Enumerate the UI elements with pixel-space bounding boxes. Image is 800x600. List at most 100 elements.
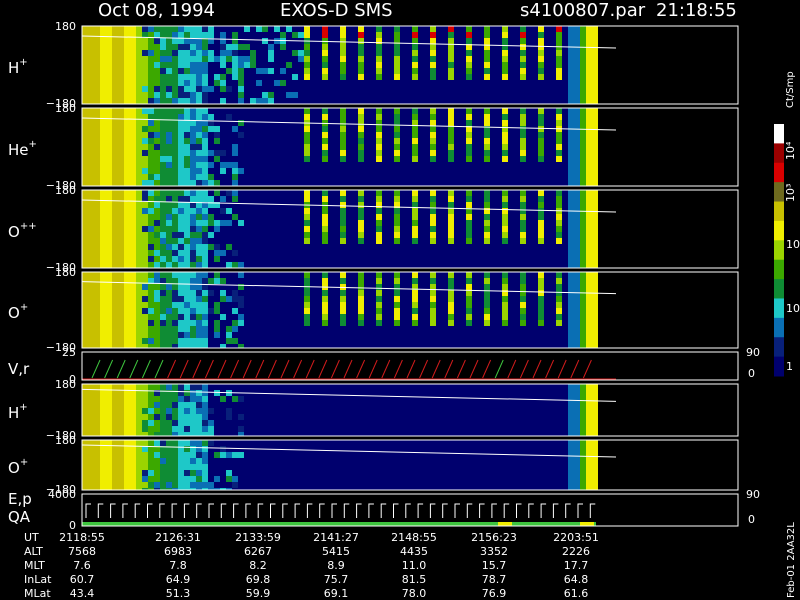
spectrogram-cell xyxy=(310,296,316,302)
spectrogram-cell xyxy=(304,256,310,262)
spectrogram-cell xyxy=(118,290,124,296)
spectrogram-cell xyxy=(106,126,112,132)
spectrogram-cell xyxy=(442,162,448,168)
spectrogram-cell xyxy=(346,326,352,332)
spectrogram-cell xyxy=(484,202,490,208)
spectrogram-cell xyxy=(256,86,262,92)
spectrogram-cell xyxy=(166,220,172,226)
spectrogram-cell xyxy=(394,332,400,338)
spectrogram-cell xyxy=(508,50,514,56)
spectrogram-cell xyxy=(106,62,112,68)
spectrogram-cell xyxy=(430,162,436,168)
spectrogram-cell xyxy=(100,344,106,348)
spectrogram-cell xyxy=(226,320,232,326)
spectrogram-cell xyxy=(538,32,544,38)
spectrogram-cell xyxy=(436,126,442,132)
spectrogram-cell xyxy=(244,108,250,114)
spectrogram-cell xyxy=(550,168,556,174)
spectrogram-cell xyxy=(568,50,574,56)
spectrogram-cell xyxy=(574,138,580,144)
spectrogram-cell xyxy=(538,238,544,244)
spectrogram-cell xyxy=(214,256,220,262)
spectrogram-cell xyxy=(454,56,460,62)
spectrogram-cell xyxy=(148,238,154,244)
spectrogram-cell xyxy=(496,226,502,232)
spectrogram-cell xyxy=(448,168,454,174)
spectrogram-cell xyxy=(508,278,514,284)
spectrogram-cell xyxy=(358,284,364,290)
spectrogram-cell xyxy=(382,174,388,180)
spectrogram-cell xyxy=(526,26,532,32)
spectrogram-cell xyxy=(316,226,322,232)
spectrogram-cell xyxy=(346,156,352,162)
spectrogram-cell xyxy=(190,290,196,296)
spectrogram-cell xyxy=(172,244,178,250)
spectrogram-cell xyxy=(178,108,184,114)
spectrogram-cell xyxy=(532,250,538,256)
spectrogram-cell xyxy=(178,62,184,68)
spectrogram-cell xyxy=(118,138,124,144)
spectrogram-cell xyxy=(442,296,448,302)
spectrogram-cell xyxy=(436,314,442,320)
spectrogram-cell xyxy=(244,174,250,180)
spectrogram-cell xyxy=(172,120,178,126)
spectrogram-cell xyxy=(160,114,166,120)
spectrogram-cell xyxy=(382,220,388,226)
spectrogram-cell xyxy=(526,256,532,262)
spectrogram-cell xyxy=(166,32,172,38)
spectrogram-cell xyxy=(214,284,220,290)
spectrogram-cell xyxy=(382,132,388,138)
spectrogram-cell xyxy=(292,214,298,220)
spectrogram-cell xyxy=(328,86,334,92)
spectrogram-cell xyxy=(388,250,394,256)
spectrogram-cell xyxy=(502,232,508,238)
spectrogram-cell xyxy=(190,256,196,262)
spectrogram-cell xyxy=(352,344,358,348)
velocity-sawtooth xyxy=(519,359,529,379)
spectrogram-cell xyxy=(472,44,478,50)
spectrogram-cell xyxy=(556,284,562,290)
spectrogram-cell xyxy=(202,396,208,402)
spectrogram-cell xyxy=(274,384,280,390)
spectrogram-cell xyxy=(172,68,178,74)
spectrogram-cell xyxy=(412,284,418,290)
spectrogram-cell xyxy=(214,238,220,244)
spectrogram-cell xyxy=(406,86,412,92)
spectrogram-cell xyxy=(514,302,520,308)
spectrogram-cell xyxy=(106,114,112,120)
spectrogram-cell xyxy=(340,290,346,296)
ion-label: H+ xyxy=(8,57,28,77)
spectrogram-cell xyxy=(112,208,118,214)
spectrogram-cell xyxy=(388,38,394,44)
spectrogram-cell xyxy=(334,308,340,314)
spectrogram-cell xyxy=(100,38,106,44)
spectrogram-cell xyxy=(406,114,412,120)
spectrogram-cell xyxy=(286,426,292,432)
spectrogram-cell xyxy=(142,232,148,238)
spectrogram-cell xyxy=(118,120,124,126)
spectrogram-cell xyxy=(496,80,502,86)
spectrogram-cell xyxy=(334,174,340,180)
spectrogram-cell xyxy=(448,290,454,296)
spectrogram-cell xyxy=(556,120,562,126)
spectrogram-cell xyxy=(406,174,412,180)
spectrogram-cell xyxy=(238,232,244,238)
spectrogram-cell xyxy=(250,384,256,390)
spectrogram-cell xyxy=(166,272,172,278)
spectrogram-cell xyxy=(550,68,556,74)
spectrogram-cell xyxy=(562,214,568,220)
spectrogram-cell xyxy=(208,138,214,144)
spectrogram-cell xyxy=(238,272,244,278)
spectrogram-cell xyxy=(274,344,280,348)
spectrogram-cell xyxy=(376,338,382,344)
spectrogram-cell xyxy=(82,296,88,302)
spectrogram-cell xyxy=(568,132,574,138)
spectrogram-cell xyxy=(100,202,106,208)
spectrogram-cell xyxy=(136,384,142,390)
spectrogram-cell xyxy=(148,26,154,32)
spectrogram-cell xyxy=(232,338,238,344)
spectrogram-cell xyxy=(184,56,190,62)
spectrogram-cell xyxy=(532,68,538,74)
spectrogram-cell xyxy=(490,262,496,268)
